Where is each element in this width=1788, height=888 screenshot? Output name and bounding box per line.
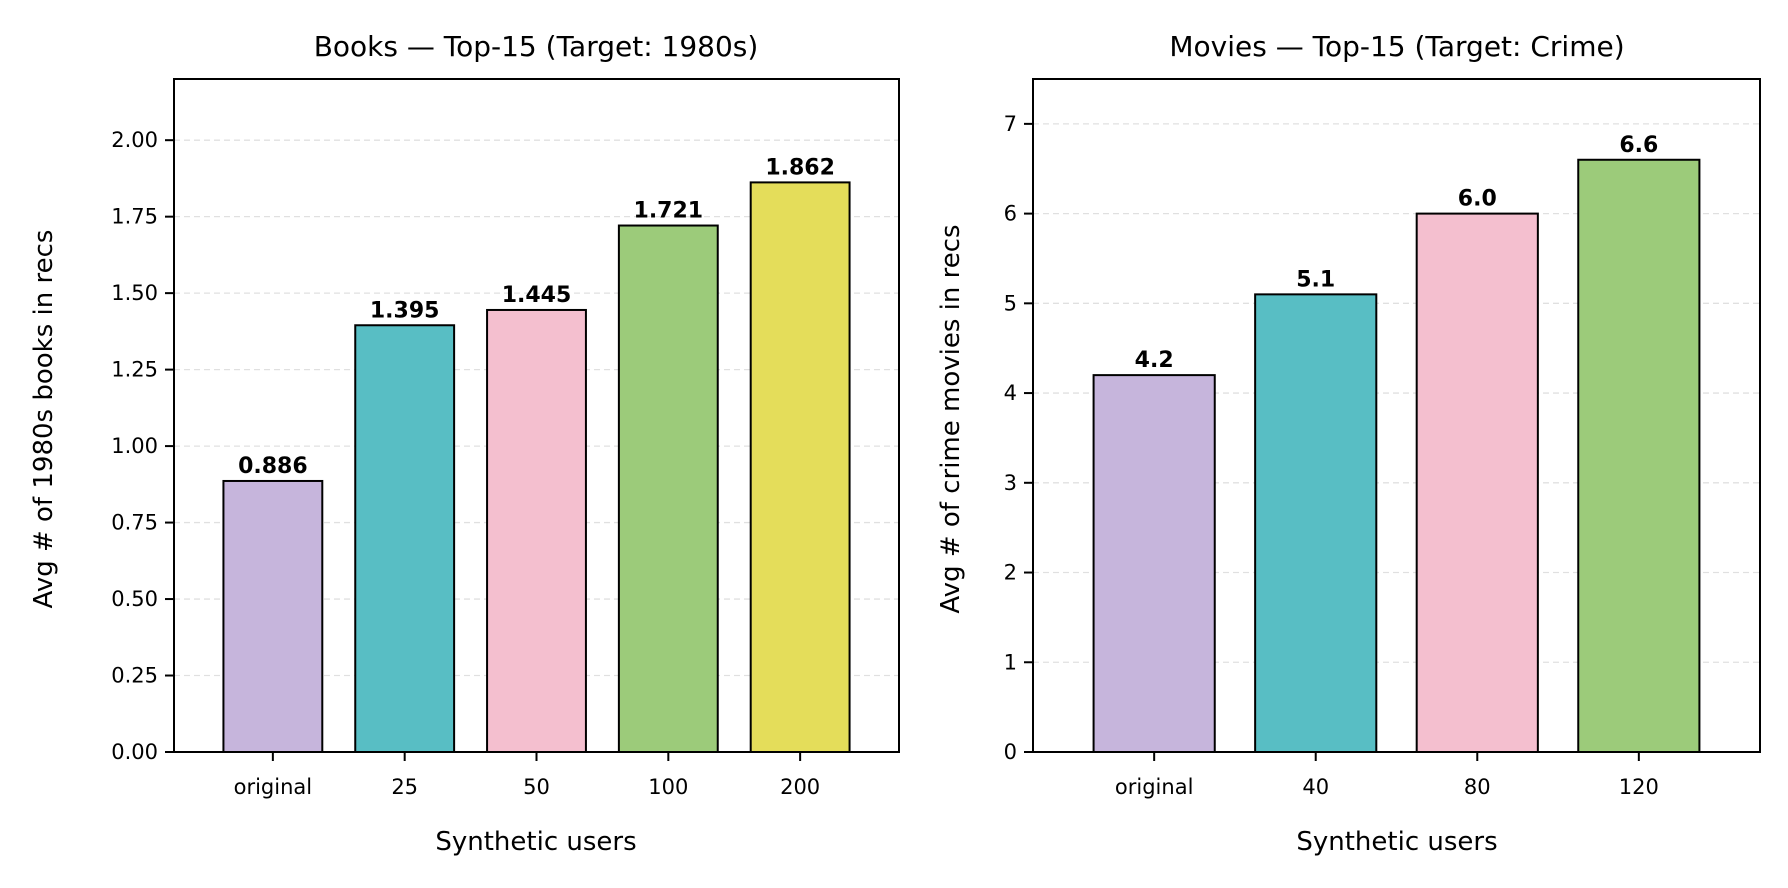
books-x-axis-label: Synthetic users [435, 827, 636, 857]
books-y-tick-label: 0.25 [111, 664, 158, 688]
books-bar-50 [486, 308, 587, 753]
books-x-tick-label: 200 [780, 775, 820, 799]
movies-y-tick-label: 6 [1004, 202, 1017, 226]
movies-x-tick-label: original [1115, 775, 1194, 799]
books-bar-value-label: 1.862 [765, 155, 835, 180]
books-x-tick-label: 50 [523, 775, 550, 799]
books-x-tick-label: 100 [648, 775, 688, 799]
movies-x-tick-label: 80 [1464, 775, 1491, 799]
movies-x-tick-label: 40 [1302, 775, 1329, 799]
movies-x-tick-label: 120 [1619, 775, 1659, 799]
movies-y-tick-label: 0 [1004, 740, 1017, 764]
movies-bar-80 [1415, 212, 1539, 754]
books-y-tick-label: 0.50 [111, 587, 158, 611]
books-bar-value-label: 0.886 [238, 454, 308, 479]
movies-bar-value-label: 5.1 [1296, 267, 1335, 292]
books-bar-value-label: 1.721 [634, 199, 704, 224]
books-bar-value-label: 1.445 [502, 283, 572, 308]
movies-y-tick-label: 4 [1004, 381, 1017, 405]
movies-y-axis-label: Avg # of crime movies in recs [936, 224, 966, 613]
books-y-tick-label: 1.50 [111, 281, 158, 305]
movies-bar-120 [1577, 158, 1701, 753]
movies-bar-value-label: 6.6 [1619, 133, 1658, 158]
movies-chart-title: Movies — Top-15 (Target: Crime) [1169, 30, 1624, 63]
books-x-tick-label: original [234, 775, 313, 799]
books-bar-200 [749, 181, 851, 753]
movies-chart-panel: Movies — Top-15 (Target: Crime) Syntheti… [936, 30, 1761, 857]
books-x-tick-label: 25 [391, 775, 418, 799]
movies-bar-value-label: 4.2 [1135, 348, 1174, 373]
movies-x-axis-label: Synthetic users [1296, 827, 1497, 857]
books-y-tick-label: 1.00 [111, 434, 158, 458]
books-y-tick-label: 0.75 [111, 511, 158, 535]
books-y-tick-label: 1.75 [111, 205, 158, 229]
books-bar-original [222, 479, 324, 753]
movies-bar-original [1092, 374, 1216, 753]
movies-y-tick-label: 2 [1004, 561, 1017, 585]
movies-y-tick-label: 5 [1004, 291, 1017, 315]
movies-bar-value-label: 6.0 [1458, 187, 1497, 212]
books-y-tick-label: 2.00 [111, 128, 158, 152]
movies-axes-frame [1032, 78, 1761, 753]
movies-y-tick-label: 3 [1004, 471, 1017, 495]
movies-bar-40 [1254, 293, 1378, 753]
books-y-tick-label: 1.25 [111, 358, 158, 382]
books-y-axis-label: Avg # of 1980s books in recs [29, 230, 59, 609]
books-bar-value-label: 1.395 [370, 298, 440, 323]
books-chart-title: Books — Top-15 (Target: 1980s) [314, 30, 759, 63]
movies-y-tick-label: 7 [1004, 112, 1017, 136]
books-bar-100 [617, 224, 719, 753]
books-chart-panel: Books — Top-15 (Target: 1980s) Synthetic… [29, 30, 900, 857]
books-bar-25 [354, 324, 456, 753]
books-y-tick-label: 0.00 [111, 740, 158, 764]
movies-y-tick-label: 1 [1004, 650, 1017, 674]
